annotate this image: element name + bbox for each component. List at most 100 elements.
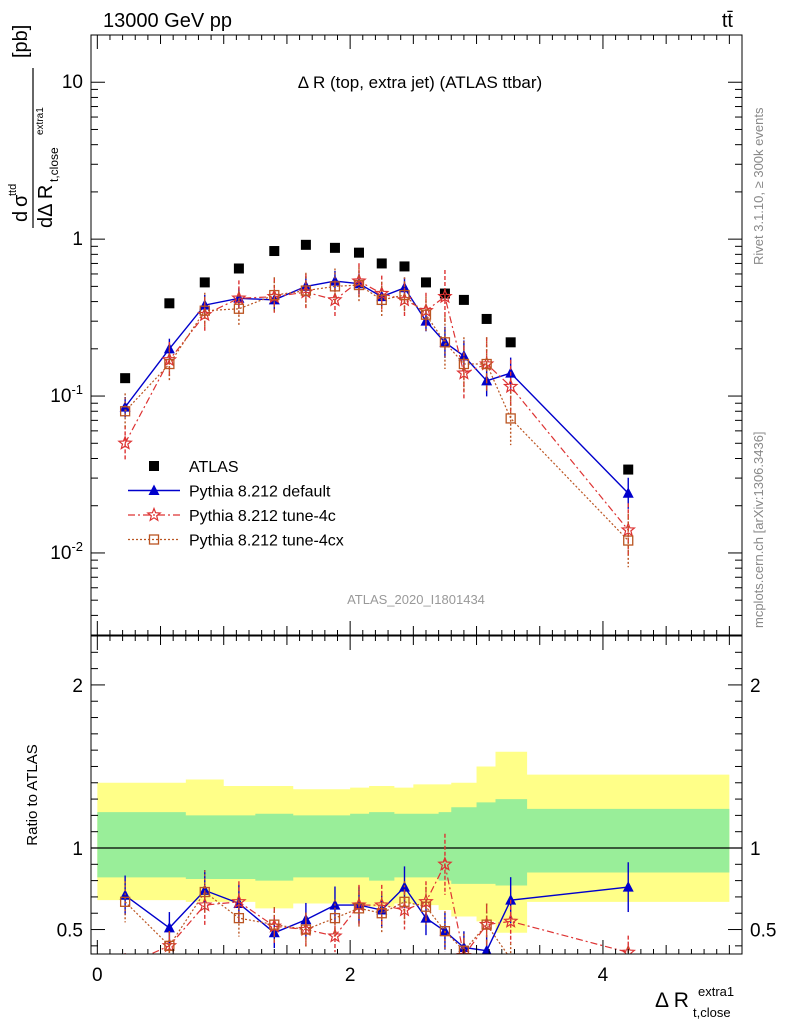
data-point	[620, 521, 636, 537]
data-point	[420, 277, 431, 288]
data-point	[458, 294, 469, 305]
ratio-y-tick-label: 0.5	[57, 921, 83, 942]
data-point	[420, 309, 432, 320]
ratio-point	[502, 913, 519, 928]
legend-entry-label: ATLAS	[189, 459, 239, 476]
data-point	[505, 413, 516, 424]
series-line-2	[124, 280, 629, 531]
ratio-point	[399, 896, 410, 907]
ratio-point	[351, 896, 367, 912]
ratio-y-tick-label-right: 1	[750, 839, 761, 860]
data-point	[437, 288, 453, 304]
legend-marker	[148, 534, 160, 545]
x-label-sub: t,close	[693, 1005, 731, 1020]
ratio-y-tick-label: 1	[72, 839, 83, 860]
ratio-point	[119, 896, 131, 907]
data-point	[269, 289, 280, 301]
legend-marker	[149, 461, 159, 471]
ratio-point	[376, 908, 387, 919]
data-point	[353, 247, 364, 258]
ratio-point	[164, 940, 175, 951]
y-label-denominator: dΔ R	[35, 185, 57, 228]
x-tick-label: 2	[345, 965, 356, 986]
data-point	[199, 277, 210, 288]
ratio-point	[269, 919, 280, 930]
legend-entry-label: Pythia 8.212 tune-4cx	[189, 533, 344, 550]
mcplots-label: mcplots.cern.ch [arXiv:1306.3436]	[751, 431, 766, 628]
data-point	[199, 305, 210, 316]
data-point	[458, 358, 470, 370]
main-plot-title: Δ R (top, extra jet) (ATLAS ttbar)	[298, 73, 542, 92]
legend-entry-label: Pythia 8.212 tune-4c	[189, 508, 336, 525]
ratio-y-axis-label: Ratio to ATLAS	[24, 744, 41, 845]
data-point	[164, 358, 175, 370]
ratio-point	[439, 926, 451, 937]
ratio-point	[437, 856, 453, 871]
data-point	[439, 288, 450, 299]
main-plot-frame	[90, 34, 743, 636]
y-label-sigma-super: ttd	[7, 184, 19, 196]
data-point	[456, 364, 472, 380]
data-point	[164, 298, 175, 309]
legend-marker	[148, 484, 160, 495]
data-point	[481, 313, 492, 324]
ratio-point	[353, 903, 365, 914]
data-point	[353, 279, 365, 291]
data-point	[300, 239, 311, 250]
data-point	[329, 275, 341, 286]
data-point	[623, 535, 634, 546]
data-point	[120, 373, 131, 384]
y-tick-label: 10-1	[50, 382, 83, 407]
analysis-watermark: ATLAS_2020_I1801434	[347, 592, 485, 607]
ratio-plot-frame	[90, 635, 743, 955]
data-point	[399, 289, 410, 301]
y-tick-label: 10-2	[50, 539, 83, 564]
data-point	[374, 285, 390, 301]
data-point	[439, 337, 451, 348]
data-point	[329, 281, 341, 292]
ratio-point	[163, 921, 175, 933]
ratio-series-line	[124, 886, 629, 952]
data-point	[623, 464, 634, 475]
y-tick-label: 1	[72, 229, 83, 250]
x-label-super: extra1	[698, 984, 734, 999]
rivet-label: Rivet 3.1.10, ≥ 300k events	[751, 107, 766, 265]
y-label-denominator-super: extra1	[35, 107, 46, 135]
data-point	[481, 358, 492, 370]
ratio-point	[396, 901, 413, 917]
data-point	[376, 294, 387, 306]
y-label-unit: [pb]	[10, 25, 32, 58]
data-point	[269, 246, 280, 257]
data-point	[300, 285, 312, 296]
ratio-point	[481, 919, 492, 930]
data-point	[119, 406, 131, 417]
legend-marker	[146, 506, 162, 522]
ratio-point	[505, 894, 517, 905]
ratio-point	[329, 912, 341, 924]
series-line-3	[124, 284, 629, 541]
main-y-axis-label: d σ ttd dΔ R t,close extra1 [pb]	[7, 25, 61, 228]
legend: ATLAS Pythia 8.212 default Pythia 8.212 tu…	[128, 459, 344, 550]
ratio-y-tick-label-right: 2	[750, 676, 761, 697]
data-point	[233, 263, 244, 274]
x-label-main: Δ R	[655, 989, 689, 1012]
data-point	[502, 378, 519, 394]
ratio-point	[622, 881, 634, 892]
y-label-d: d	[10, 211, 32, 222]
ratio-y-tick-label: 2	[72, 676, 83, 697]
ratio-point	[458, 945, 470, 954]
data-point	[376, 258, 387, 269]
y-label-sigma: σ	[10, 194, 32, 207]
data-point	[117, 435, 133, 450]
ratio-point	[505, 953, 516, 954]
ratio-point	[300, 924, 312, 935]
y-tick-label: 10	[62, 72, 83, 93]
ratio-y-tick-label-right: 0.5	[750, 921, 776, 942]
data-point	[622, 487, 634, 498]
x-tick-label: 4	[598, 965, 609, 986]
data-point	[329, 242, 340, 253]
data-point	[233, 303, 245, 314]
ratio-point	[620, 944, 636, 954]
ratio-series-line	[149, 862, 629, 954]
